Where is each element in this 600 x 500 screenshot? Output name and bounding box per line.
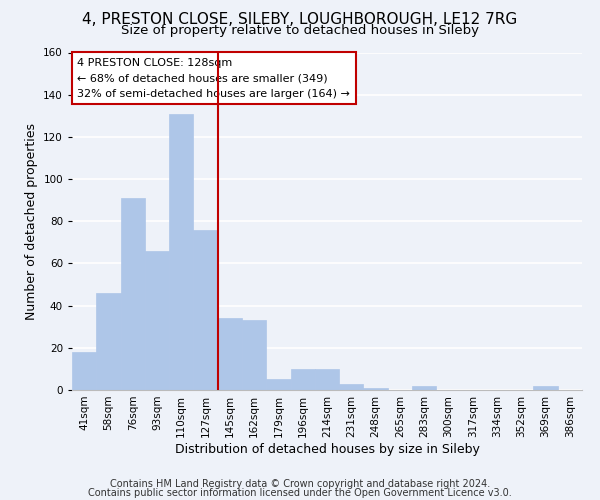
Bar [242,320,266,390]
Bar [145,251,169,390]
Bar [193,230,218,390]
Bar [72,352,96,390]
Bar [266,380,290,390]
Bar [315,369,339,390]
Text: 4 PRESTON CLOSE: 128sqm
← 68% of detached houses are smaller (349)
32% of semi-d: 4 PRESTON CLOSE: 128sqm ← 68% of detache… [77,58,350,99]
Bar [533,386,558,390]
Bar [412,386,436,390]
Bar [218,318,242,390]
X-axis label: Distribution of detached houses by size in Sileby: Distribution of detached houses by size … [175,442,479,456]
Bar [339,384,364,390]
Bar [364,388,388,390]
Y-axis label: Number of detached properties: Number of detached properties [25,122,38,320]
Bar [121,198,145,390]
Text: Contains HM Land Registry data © Crown copyright and database right 2024.: Contains HM Land Registry data © Crown c… [110,479,490,489]
Text: Size of property relative to detached houses in Sileby: Size of property relative to detached ho… [121,24,479,37]
Bar [290,369,315,390]
Text: 4, PRESTON CLOSE, SILEBY, LOUGHBOROUGH, LE12 7RG: 4, PRESTON CLOSE, SILEBY, LOUGHBOROUGH, … [82,12,518,28]
Bar [169,114,193,390]
Text: Contains public sector information licensed under the Open Government Licence v3: Contains public sector information licen… [88,488,512,498]
Bar [96,293,121,390]
